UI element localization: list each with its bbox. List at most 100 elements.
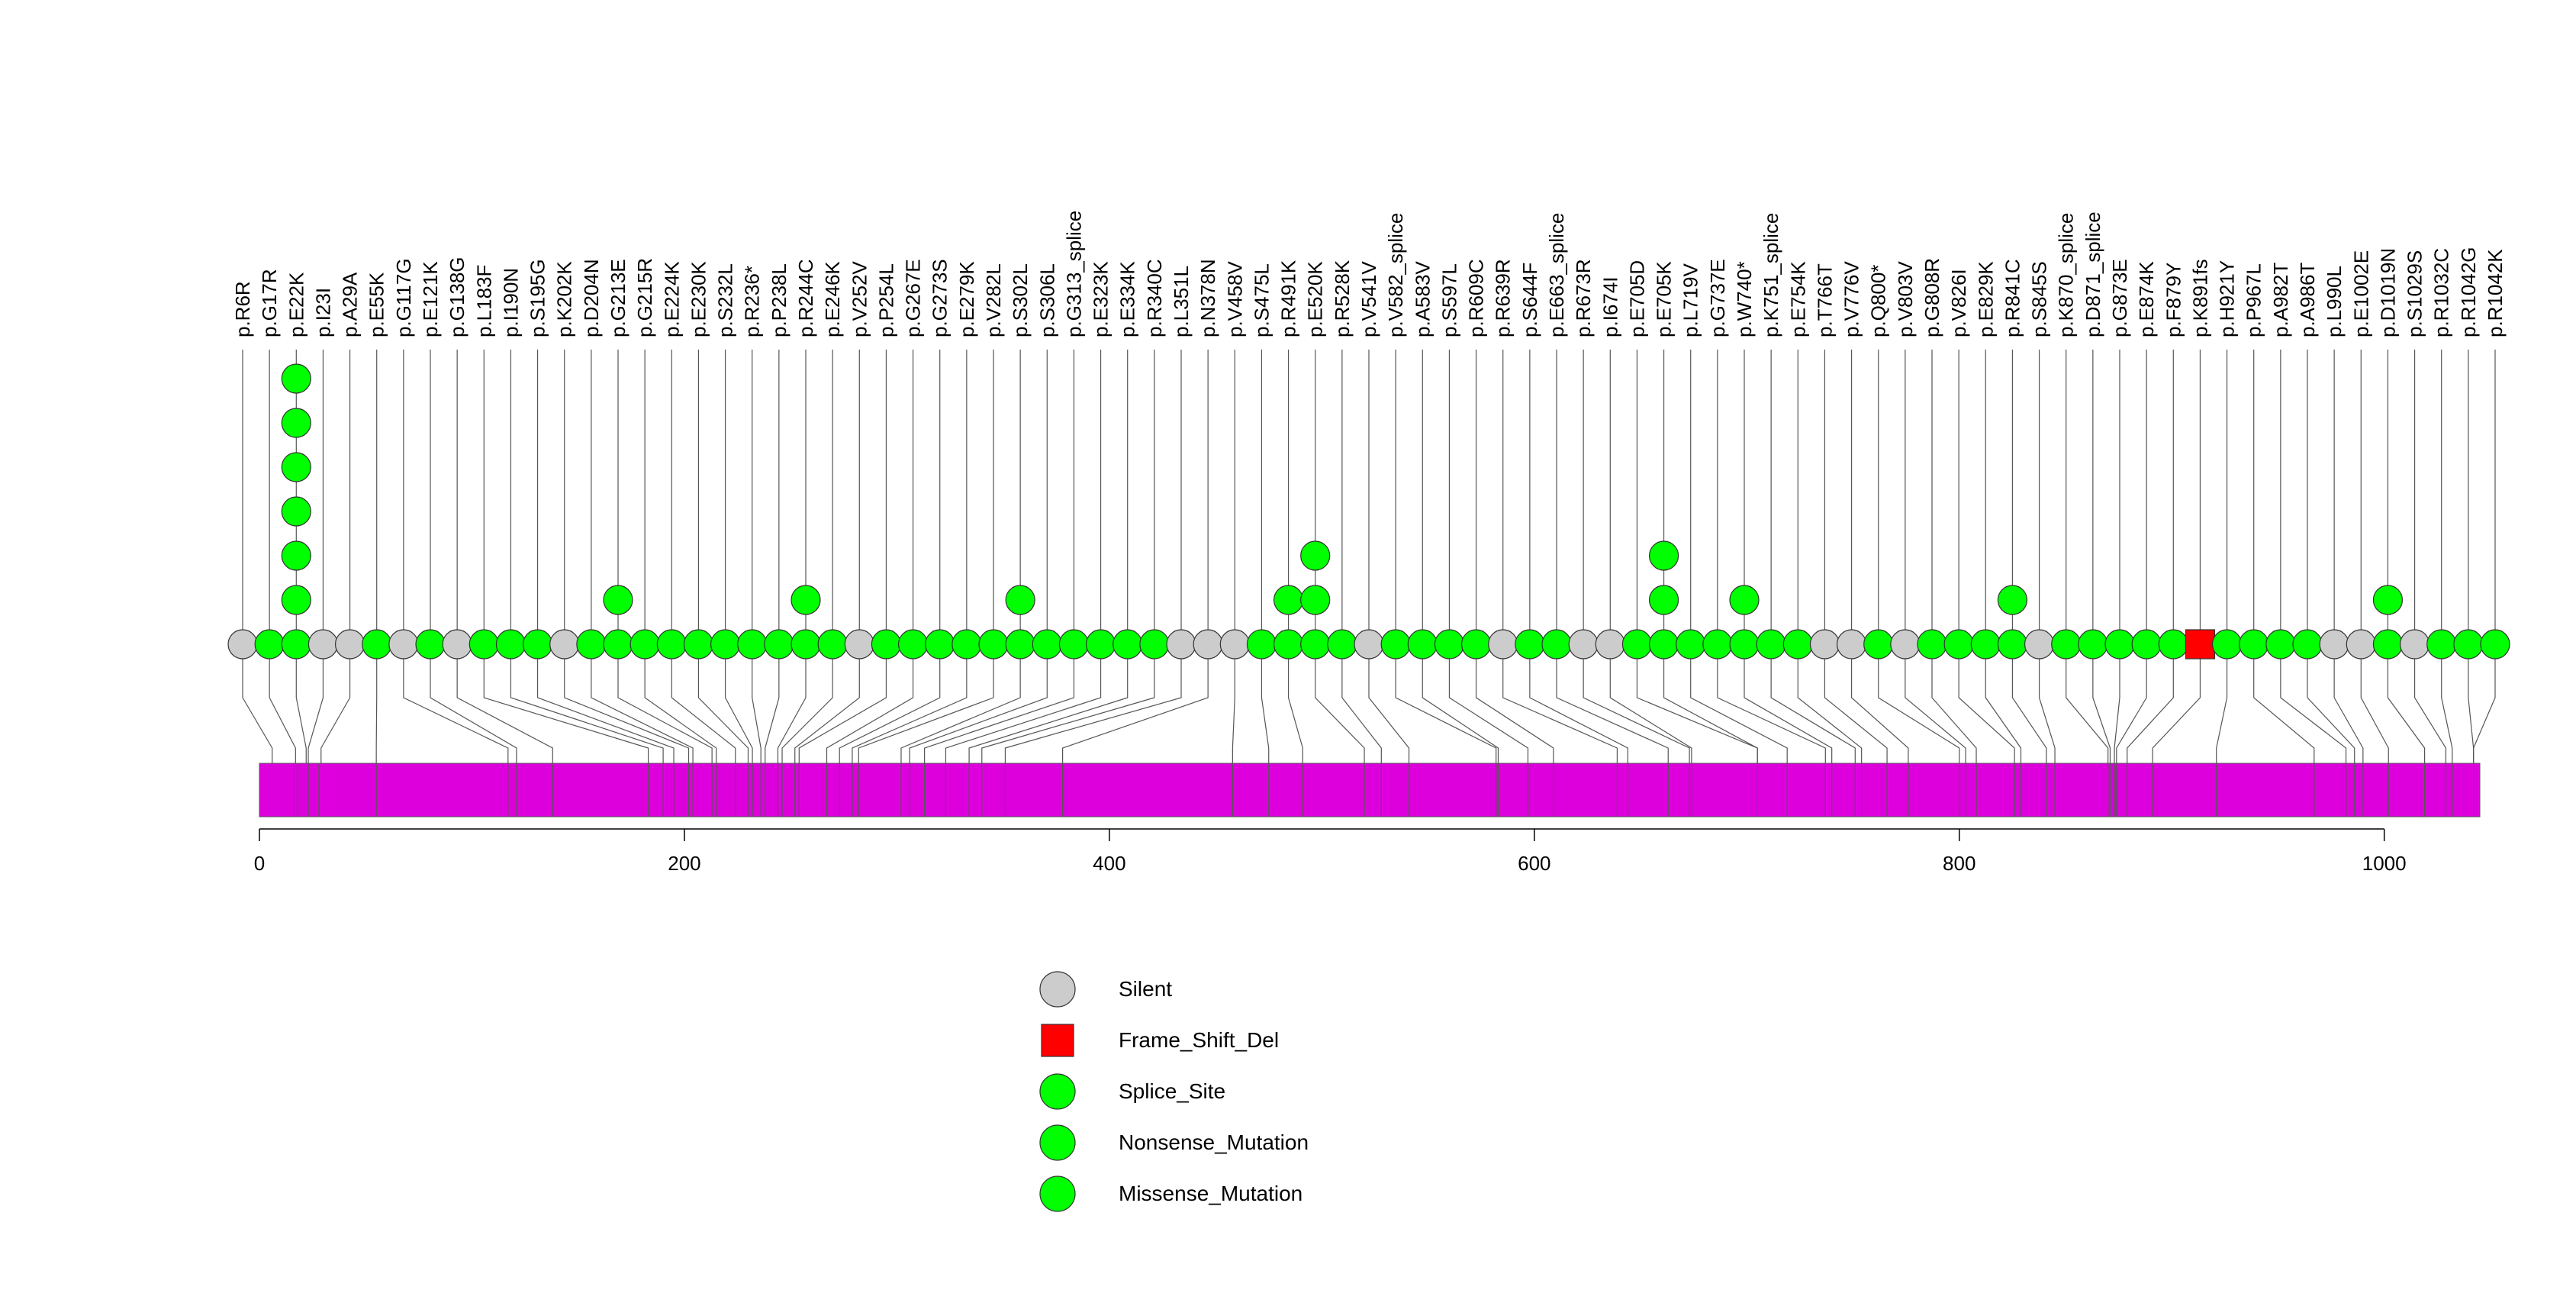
mutation-connector: [320, 644, 351, 763]
mutation-marker: [1005, 585, 1035, 615]
mutation-markers-layer: [227, 363, 2510, 660]
mutation-connector: [2360, 644, 2389, 763]
mutation-label: p.D204N: [580, 259, 603, 337]
mutation-label: p.E22K: [285, 272, 308, 337]
mutation-marker: [1648, 540, 1679, 571]
mutation-marker: [388, 629, 419, 660]
mutation-connector: [644, 644, 717, 763]
mutation-marker: [1729, 585, 1760, 615]
mutation-connector: [1985, 644, 2022, 763]
legend-label: Missense_Mutation: [1119, 1182, 1302, 1205]
mutation-marker: [2292, 629, 2323, 660]
mutation-marker: [2346, 629, 2376, 660]
legend-swatch: [1039, 1073, 1076, 1110]
mutation-marker: [281, 496, 311, 527]
mutation-label: p.V582_splice: [1384, 213, 1407, 337]
mutation-connector: [1583, 644, 1690, 763]
mutation-label: p.S195G: [526, 259, 549, 337]
mutation-marker: [1621, 629, 1653, 660]
mutation-marker: [281, 408, 311, 438]
mutation-marker: [791, 629, 821, 660]
mutation-connector: [2333, 644, 2364, 763]
x-tick-label: 600: [1518, 852, 1550, 875]
mutation-connector: [403, 644, 509, 763]
mutation-connector: [1315, 644, 1365, 763]
mutation-connector: [1556, 644, 1669, 763]
mutation-marker: [2372, 585, 2404, 615]
mutation-marker: [522, 629, 553, 660]
mutation-marker: [1515, 629, 1545, 660]
mutation-label: p.G138G: [446, 256, 469, 337]
mutation-label: p.T766T: [1813, 263, 1836, 337]
mutation-marker: [1729, 629, 1760, 660]
mutation-label: p.E520K: [1304, 261, 1327, 337]
mutation-marker: [254, 629, 285, 660]
mutation-connector: [295, 644, 307, 763]
mutation-marker: [897, 629, 929, 660]
mutation-label: p.P967L: [2243, 263, 2265, 337]
mutation-connector: [765, 644, 780, 763]
mutation-connector: [981, 644, 1155, 763]
mutation-marker: [1863, 629, 1894, 660]
mutation-label: p.L990L: [2323, 266, 2346, 337]
legend-swatch: [1041, 1024, 1074, 1057]
connectors-layer: [242, 644, 2496, 763]
mutation-label: p.R1032C: [2430, 248, 2453, 337]
mutation-marker: [1273, 629, 1304, 660]
mutation-marker: [2399, 629, 2430, 660]
mutation-marker: [1113, 629, 1143, 660]
mutation-label: p.I674I: [1599, 276, 1621, 337]
mutation-connector: [1287, 644, 1303, 763]
mutation-marker: [1032, 629, 1062, 660]
mutation-label: p.R609C: [1465, 259, 1488, 337]
legend-label: Nonsense_Mutation: [1119, 1130, 1309, 1154]
mutation-label: p.S845S: [2028, 261, 2051, 337]
mutation-label: p.E279K: [955, 261, 978, 337]
mutation-marker: [1997, 629, 2028, 660]
mutation-connector: [1690, 644, 1788, 763]
mutation-marker: [1997, 585, 2028, 615]
mutation-connector: [1663, 644, 1758, 763]
mutation-connector: [858, 644, 994, 763]
mutation-marker: [308, 629, 339, 660]
mutation-marker: [1139, 629, 1170, 660]
mutation-label: p.V826I: [1947, 269, 1970, 337]
mutation-marker: [281, 585, 311, 615]
mutation-marker: [2078, 629, 2108, 660]
mutation-connector: [1004, 644, 1182, 763]
mutation-marker: [1568, 629, 1599, 660]
mutation-label: p.S1029S: [2404, 250, 2426, 337]
mutation-connector: [839, 644, 941, 763]
mutation-marker: [737, 629, 768, 660]
mutation-label: p.E1002E: [2349, 250, 2372, 337]
mutation-marker: [1756, 629, 1786, 660]
mutation-connector: [1448, 644, 1529, 763]
mutation-marker: [362, 629, 392, 660]
mutation-label: p.E663_splice: [1545, 213, 1568, 337]
mutation-label: p.V776V: [1840, 261, 1863, 337]
mutation-marker: [1676, 629, 1706, 660]
mutation-marker: [603, 585, 633, 615]
mutation-label: p.G117G: [392, 258, 415, 337]
mutation-label: p.K751_splice: [1760, 213, 1782, 337]
mutation-marker: [2211, 629, 2243, 660]
mutation-marker: [495, 629, 526, 660]
mutation-label: p.R841C: [2001, 259, 2024, 337]
mutation-marker: [1595, 629, 1625, 660]
mutation-marker: [1460, 629, 1492, 660]
mutation-connector: [1395, 644, 1497, 763]
mutation-marker: [1327, 629, 1357, 660]
x-tick-label: 1000: [2362, 852, 2407, 875]
mutation-marker: [2024, 629, 2055, 660]
mutation-connector: [794, 644, 860, 763]
mutation-labels-layer: p.R6R p.G17R p.E22K p.I23I p.A29A p.E55K p.G11…: [231, 211, 2507, 337]
mutation-label: p.E323K: [1090, 261, 1113, 337]
mutation-label: p.I23I: [311, 288, 334, 337]
mutation-connector: [1958, 644, 2015, 763]
mutation-marker: [334, 629, 365, 660]
mutation-connector: [1717, 644, 1826, 763]
mutation-marker: [683, 629, 714, 660]
mutation-connector: [777, 644, 807, 763]
mutation-label: p.S232L: [714, 263, 737, 337]
